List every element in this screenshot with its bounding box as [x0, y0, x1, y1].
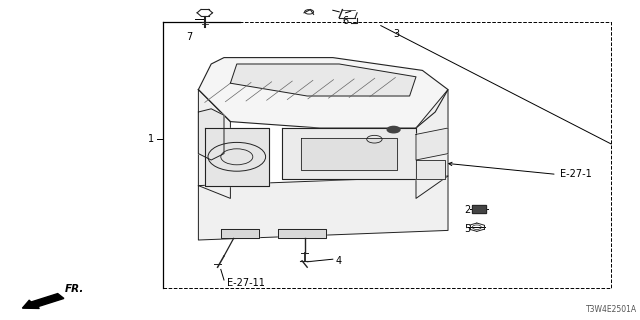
Circle shape [387, 126, 400, 133]
FancyArrow shape [22, 293, 64, 308]
Bar [163, 22, 611, 288]
Text: 5: 5 [464, 224, 470, 234]
Text: E-27-1: E-27-1 [560, 169, 592, 180]
Text: 2: 2 [464, 204, 470, 215]
Text: FR.: FR. [65, 284, 84, 294]
Text: 3: 3 [394, 28, 400, 39]
Polygon shape [205, 128, 269, 186]
Polygon shape [198, 58, 448, 128]
Polygon shape [416, 160, 445, 179]
Text: 1: 1 [147, 134, 154, 144]
Polygon shape [198, 109, 224, 160]
Polygon shape [416, 128, 448, 160]
Text: T3W4E2501A: T3W4E2501A [586, 305, 637, 314]
Polygon shape [230, 64, 416, 96]
Polygon shape [416, 90, 448, 198]
Polygon shape [198, 176, 448, 240]
Polygon shape [198, 90, 230, 198]
Polygon shape [282, 128, 416, 179]
Text: 4: 4 [336, 256, 342, 266]
Polygon shape [301, 138, 397, 170]
Text: E-27-11: E-27-11 [227, 278, 265, 288]
Text: 6: 6 [342, 16, 349, 26]
Polygon shape [278, 229, 326, 238]
Polygon shape [221, 229, 259, 238]
Polygon shape [472, 205, 486, 213]
Text: 7: 7 [186, 32, 192, 42]
